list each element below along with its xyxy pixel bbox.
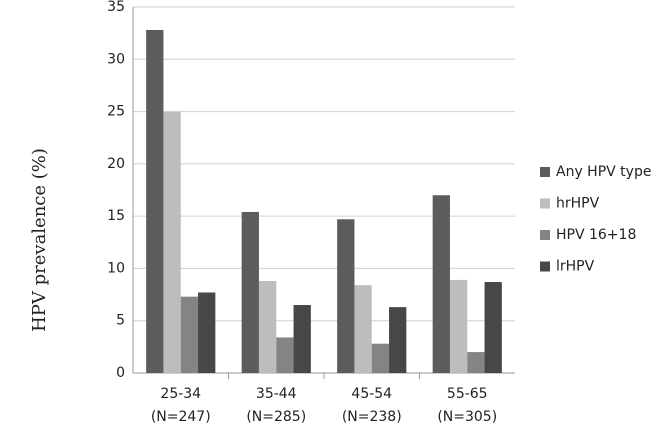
y-tick-label: 0: [116, 365, 125, 381]
legend-swatch: [540, 230, 550, 240]
bar: [180, 296, 199, 373]
bar: [449, 279, 468, 373]
y-axis-label: HPV prevalence (%): [29, 148, 50, 332]
x-tick-label: 55-65 (N=305): [437, 386, 497, 425]
x-tick-label: 25-34 (N=247): [151, 386, 211, 425]
bar: [337, 219, 355, 373]
bar: [163, 111, 181, 374]
legend-swatch: [540, 167, 550, 177]
y-tick-label: 30: [107, 51, 125, 67]
y-tick-label: 20: [107, 156, 125, 172]
legend-swatch: [540, 198, 550, 209]
bar: [432, 195, 450, 373]
y-tick-label: 35: [107, 0, 125, 15]
legend-label: lrHPV: [556, 259, 595, 275]
y-tick-label: 10: [107, 260, 125, 276]
x-tick-label: 35-44 (N=285): [246, 386, 306, 425]
bar: [198, 292, 216, 373]
bar: [146, 30, 164, 374]
legend-label: Any HPV type: [556, 164, 651, 180]
x-tick-label: 45-54 (N=238): [342, 386, 402, 425]
bar: [484, 282, 502, 373]
bar: [293, 305, 311, 373]
bar: [371, 343, 390, 373]
y-tick-label: 5: [116, 313, 125, 329]
bar: [467, 352, 485, 373]
y-tick-label: 25: [107, 104, 125, 120]
bar: [241, 211, 259, 373]
bar: [389, 307, 407, 373]
bar: [258, 280, 277, 373]
y-tick-label: 15: [107, 208, 125, 224]
legend-label: hrHPV: [556, 196, 600, 212]
legend-label: HPV 16+18: [556, 227, 636, 243]
bar: [276, 337, 294, 373]
bar: [354, 285, 372, 373]
legend-swatch: [540, 261, 550, 272]
